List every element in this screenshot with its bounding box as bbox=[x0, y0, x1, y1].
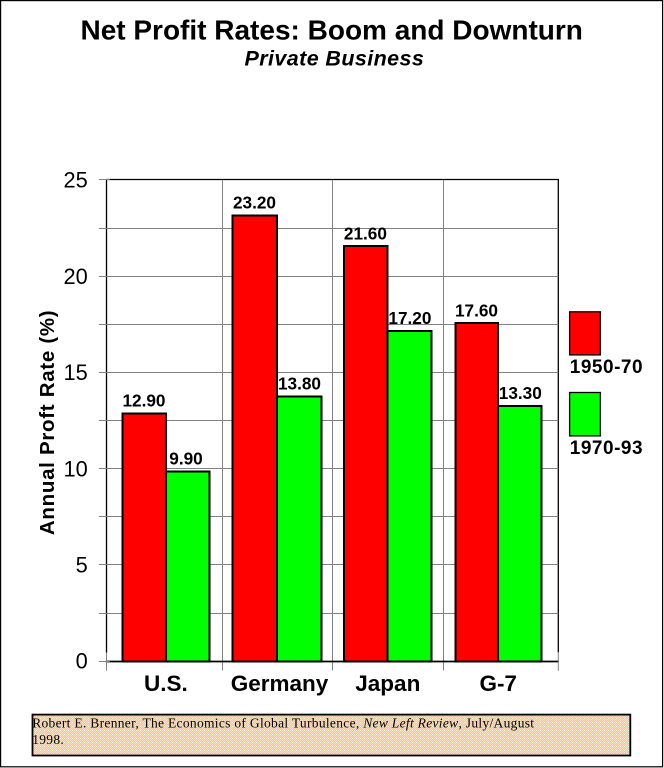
svg-text:Private Business: Private Business bbox=[245, 47, 425, 71]
svg-text:Germany: Germany bbox=[231, 671, 329, 696]
svg-text:13.30: 13.30 bbox=[499, 383, 542, 403]
svg-text:1950-70: 1950-70 bbox=[570, 357, 643, 378]
svg-text:20: 20 bbox=[64, 264, 88, 289]
svg-text:5: 5 bbox=[76, 553, 88, 578]
svg-text:17.60: 17.60 bbox=[455, 300, 498, 320]
svg-text:21.60: 21.60 bbox=[344, 223, 387, 243]
svg-text:Japan: Japan bbox=[355, 671, 420, 696]
svg-text:9.90: 9.90 bbox=[169, 448, 202, 468]
svg-text:17.20: 17.20 bbox=[388, 308, 431, 328]
svg-text:U.S.: U.S. bbox=[144, 671, 188, 696]
svg-text:10: 10 bbox=[64, 456, 88, 481]
svg-text:1970-93: 1970-93 bbox=[570, 438, 643, 459]
svg-text:25: 25 bbox=[64, 168, 88, 193]
svg-text:23.20: 23.20 bbox=[233, 193, 276, 213]
svg-text:15: 15 bbox=[64, 360, 88, 385]
svg-text:Robert E. Brenner, The Economi: Robert E. Brenner, The Economics of Glob… bbox=[32, 716, 534, 731]
svg-text:Annual Proft Rate (%): Annual Proft Rate (%) bbox=[36, 310, 59, 535]
svg-text:1998.: 1998. bbox=[32, 732, 64, 747]
svg-text:G-7: G-7 bbox=[479, 671, 517, 696]
svg-text:13.80: 13.80 bbox=[278, 373, 321, 393]
svg-text:0: 0 bbox=[76, 649, 88, 674]
svg-text:Net Profit Rates: Boom and Dow: Net Profit Rates: Boom and Downturn bbox=[80, 14, 582, 45]
svg-text:12.90: 12.90 bbox=[122, 391, 165, 411]
